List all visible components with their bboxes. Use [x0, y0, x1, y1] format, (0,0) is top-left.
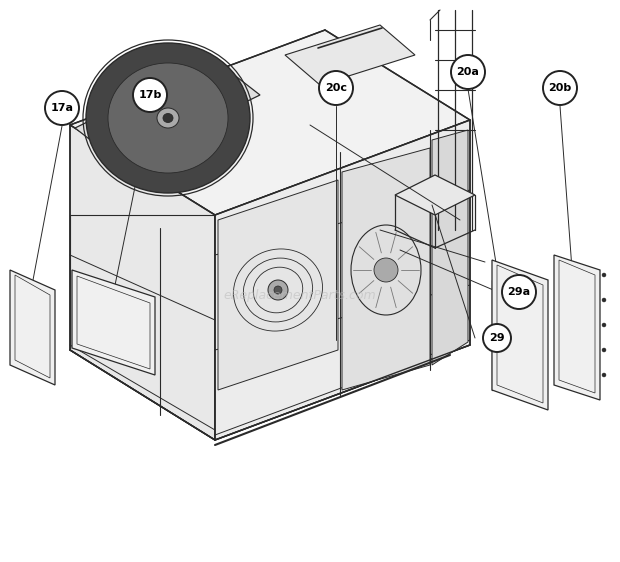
Circle shape — [543, 71, 577, 105]
Text: 29: 29 — [489, 333, 505, 343]
Circle shape — [602, 373, 606, 377]
Polygon shape — [72, 270, 155, 375]
Circle shape — [268, 280, 288, 300]
Text: 17a: 17a — [50, 103, 74, 113]
Polygon shape — [10, 270, 55, 385]
Circle shape — [602, 323, 606, 327]
Ellipse shape — [163, 114, 173, 123]
Text: eReplacementParts.com: eReplacementParts.com — [224, 288, 376, 301]
Circle shape — [133, 78, 167, 112]
Polygon shape — [75, 60, 260, 163]
Polygon shape — [70, 125, 215, 440]
Polygon shape — [554, 255, 600, 400]
Circle shape — [602, 273, 606, 277]
Ellipse shape — [86, 43, 250, 193]
Text: 29a: 29a — [507, 287, 531, 297]
Text: 20b: 20b — [548, 83, 572, 93]
Circle shape — [602, 298, 606, 302]
Circle shape — [45, 91, 79, 125]
Polygon shape — [492, 260, 548, 410]
Polygon shape — [395, 175, 475, 215]
Polygon shape — [432, 130, 468, 365]
Text: 20c: 20c — [325, 83, 347, 93]
Ellipse shape — [108, 63, 228, 173]
Circle shape — [319, 71, 353, 105]
Polygon shape — [218, 180, 338, 390]
Polygon shape — [342, 148, 430, 390]
Polygon shape — [70, 30, 470, 215]
Circle shape — [483, 324, 511, 352]
Ellipse shape — [157, 108, 179, 128]
Polygon shape — [215, 120, 470, 440]
Polygon shape — [285, 25, 415, 85]
Circle shape — [502, 275, 536, 309]
Circle shape — [274, 286, 282, 294]
Circle shape — [451, 55, 485, 89]
Circle shape — [602, 348, 606, 352]
Circle shape — [374, 258, 398, 282]
Text: 20a: 20a — [456, 67, 479, 77]
Text: 17b: 17b — [138, 90, 162, 100]
